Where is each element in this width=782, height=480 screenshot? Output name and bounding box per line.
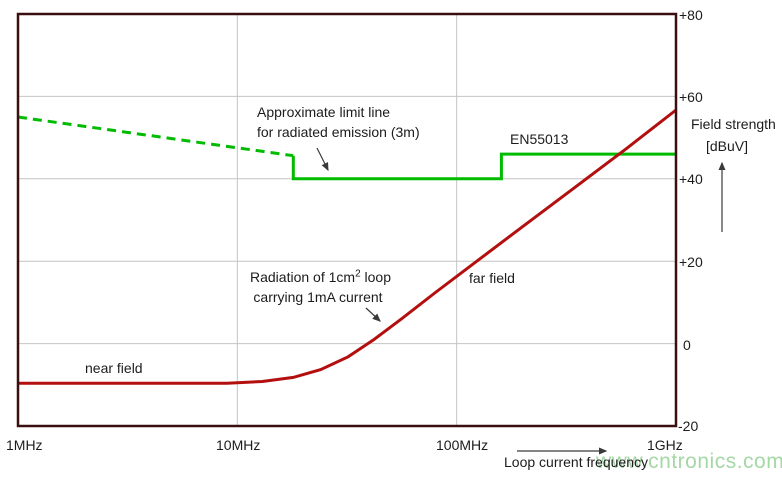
y-tick-plus60: +60 xyxy=(679,89,703,105)
radiation-annotation-line2: carrying 1mA current xyxy=(253,289,383,305)
y-tick-zero: 0 xyxy=(683,337,691,353)
y-tick-minus20: -20 xyxy=(678,418,699,434)
radiation-annotation: Radiation of 1cm2 loop carrying 1mA curr… xyxy=(250,267,391,307)
en55013-label: EN55013 xyxy=(510,131,569,147)
y-tick-plus40: +40 xyxy=(679,171,703,187)
near-field-label: near field xyxy=(85,360,143,376)
series-loop-radiation xyxy=(18,108,677,385)
limit-line-arrow xyxy=(316,147,329,172)
series-limit-en55013-solid xyxy=(291,152,676,181)
y-tick-plus80: +80 xyxy=(679,7,703,23)
y-axis-unit: [dBuV] xyxy=(706,138,749,154)
limit-line-annotation-line2: for radiated emission (3m) xyxy=(257,124,420,140)
series-limit-extrapolated-dashed xyxy=(17,115,294,158)
limit-line-annotation: Approximate limit line for radiated emis… xyxy=(257,102,420,142)
plot-border xyxy=(16,12,678,428)
x-tick-100mhz: 100MHz xyxy=(436,437,489,453)
x-tick-1ghz: 1GHz xyxy=(647,437,683,453)
annotation-arrows xyxy=(316,147,726,455)
radiation-arrow xyxy=(365,307,381,322)
x-axis-title: Loop current frequency xyxy=(504,454,648,470)
limit-line-annotation-line1: Approximate limit line xyxy=(257,104,391,120)
chart-series xyxy=(17,108,677,385)
watermark: www.cntronics.com xyxy=(596,450,782,473)
y-axis-title: Field strength xyxy=(691,116,776,132)
far-field-label: far field xyxy=(469,270,515,286)
x-tick-1mhz: 1MHz xyxy=(6,437,43,453)
x-tick-10mhz: 10MHz xyxy=(216,437,261,453)
radiation-annotation-line1: Radiation of 1cm2 loop xyxy=(250,268,391,285)
gridlines xyxy=(18,14,676,426)
y-tick-plus20: +20 xyxy=(679,254,703,270)
